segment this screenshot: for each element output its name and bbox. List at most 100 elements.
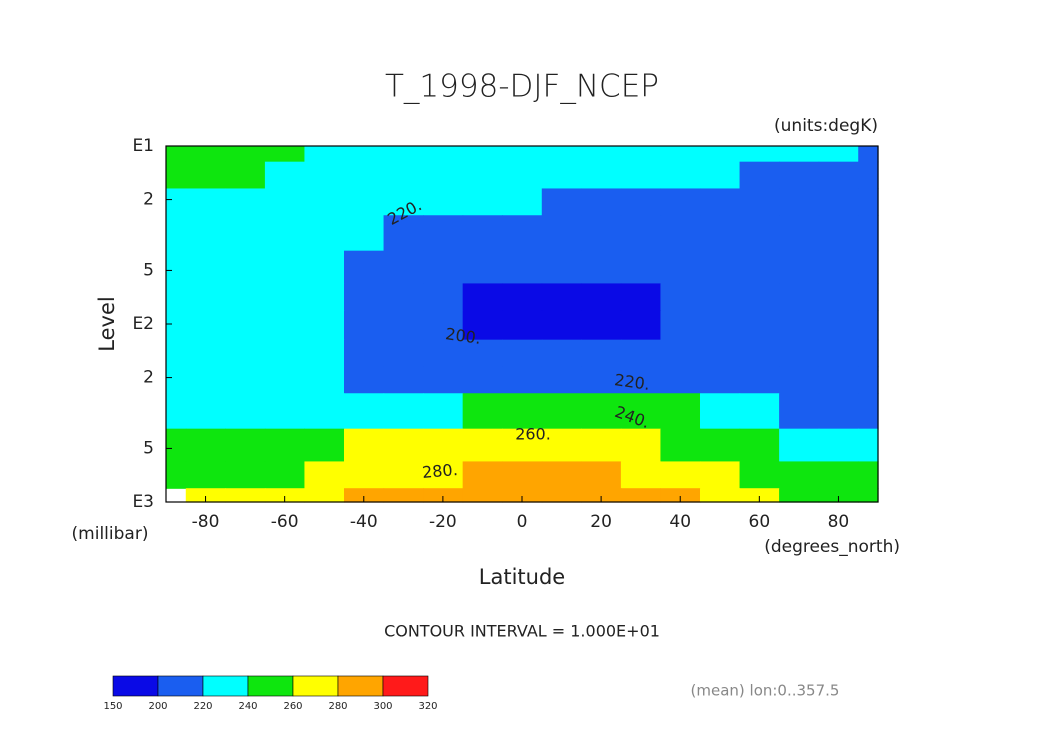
contour-cell — [304, 488, 345, 503]
contour-cell — [858, 310, 879, 341]
contour-cell — [304, 366, 345, 394]
contour-cell — [660, 366, 701, 394]
contour-cell — [462, 283, 503, 311]
contour-cell — [304, 339, 345, 368]
contour-cell — [502, 188, 543, 216]
contour-cell — [264, 488, 306, 503]
contour-cell — [225, 428, 266, 463]
contour-field — [166, 146, 879, 503]
contour-cell — [264, 161, 306, 190]
x-tick-label: -40 — [350, 512, 378, 532]
contour-cell — [779, 339, 820, 368]
contour-cell — [166, 215, 187, 252]
y-tick-label: 2 — [143, 190, 154, 210]
contour-cell — [225, 188, 266, 216]
contour-label: 200. — [444, 324, 482, 348]
contour-cell — [344, 215, 385, 252]
contour-cell — [344, 393, 385, 430]
contour-cell — [304, 310, 345, 341]
contour-cell — [581, 310, 622, 341]
contour-cell — [581, 461, 622, 489]
contour-cell — [660, 488, 701, 503]
contour-cell — [383, 339, 424, 368]
contour-cell — [304, 188, 345, 216]
contour-cell — [620, 146, 662, 163]
contour-cell — [818, 161, 859, 190]
contour-cell — [620, 283, 662, 311]
contour-cell — [858, 428, 879, 463]
contour-cell — [502, 146, 543, 163]
contour-cell — [581, 188, 622, 216]
contour-cell — [423, 161, 464, 190]
contour-cell — [264, 250, 306, 285]
contour-cell — [660, 283, 701, 311]
contour-cell — [700, 161, 741, 190]
contour-cell — [620, 339, 662, 368]
contour-cell — [166, 461, 187, 489]
contour-cell — [185, 215, 226, 252]
colorbar-label: 280 — [328, 701, 347, 712]
contour-cell — [779, 366, 820, 394]
contour-cell — [739, 310, 780, 341]
contour-cell — [166, 366, 187, 394]
contour-cell — [502, 393, 543, 430]
x-axis-label: Latitude — [479, 565, 565, 589]
contour-cell — [700, 393, 741, 430]
contour-cell — [462, 488, 503, 503]
contour-cell — [779, 393, 820, 430]
contour-cell — [818, 461, 859, 489]
contour-cell — [620, 488, 662, 503]
chart-title: T_1998-DJF_NCEP — [385, 69, 659, 105]
units-label: (units:degK) — [774, 116, 878, 136]
contour-cell — [541, 393, 582, 430]
contour-cell — [739, 215, 780, 252]
contour-cell — [660, 215, 701, 252]
contour-cell — [185, 339, 226, 368]
colorbar-swatch — [112, 675, 159, 697]
contour-cell — [304, 215, 345, 252]
contour-cell — [264, 215, 306, 252]
contour-cell — [858, 146, 879, 163]
contour-cell — [383, 146, 424, 163]
contour-cell — [185, 188, 226, 216]
contour-cell — [739, 188, 780, 216]
contour-cell — [739, 366, 780, 394]
contour-cell — [383, 161, 424, 190]
contour-cell — [541, 339, 582, 368]
contour-cell — [423, 339, 464, 368]
contour-cell — [779, 161, 820, 190]
contour-cell — [225, 250, 266, 285]
contour-cell — [739, 339, 780, 368]
contour-cell — [502, 283, 543, 311]
contour-cell — [620, 250, 662, 285]
contour-cell — [502, 161, 543, 190]
contour-cell — [660, 188, 701, 216]
contour-cell — [700, 461, 741, 489]
contour-cell — [700, 250, 741, 285]
contour-interval: CONTOUR INTERVAL = 1.000E+01 — [384, 622, 660, 641]
contour-cell — [166, 188, 187, 216]
contour-cell — [166, 283, 187, 311]
contour-cell — [423, 488, 464, 503]
contour-cell — [700, 310, 741, 341]
contour-cell — [660, 393, 701, 430]
contour-cell — [581, 250, 622, 285]
contour-cell — [502, 250, 543, 285]
overlay: -80 -60 -40 -20 0 20 40 60 80 E1 2 5 E2 2 5 E3 220. 200. 2… — [103, 136, 879, 712]
contour-cell — [779, 250, 820, 285]
contour-cell — [541, 250, 582, 285]
contour-cell — [383, 188, 424, 216]
contour-cell — [462, 250, 503, 285]
contour-cell — [779, 310, 820, 341]
contour-cell — [660, 310, 701, 341]
contour-cell — [462, 428, 503, 463]
contour-cell — [620, 461, 662, 489]
contour-cell — [304, 393, 345, 430]
contour-cell — [423, 393, 464, 430]
contour-cell — [502, 215, 543, 252]
contour-cell — [304, 461, 345, 489]
contour-cell — [225, 146, 266, 163]
contour-cell — [304, 161, 345, 190]
contour-cell — [383, 215, 424, 252]
contour-cell — [660, 339, 701, 368]
